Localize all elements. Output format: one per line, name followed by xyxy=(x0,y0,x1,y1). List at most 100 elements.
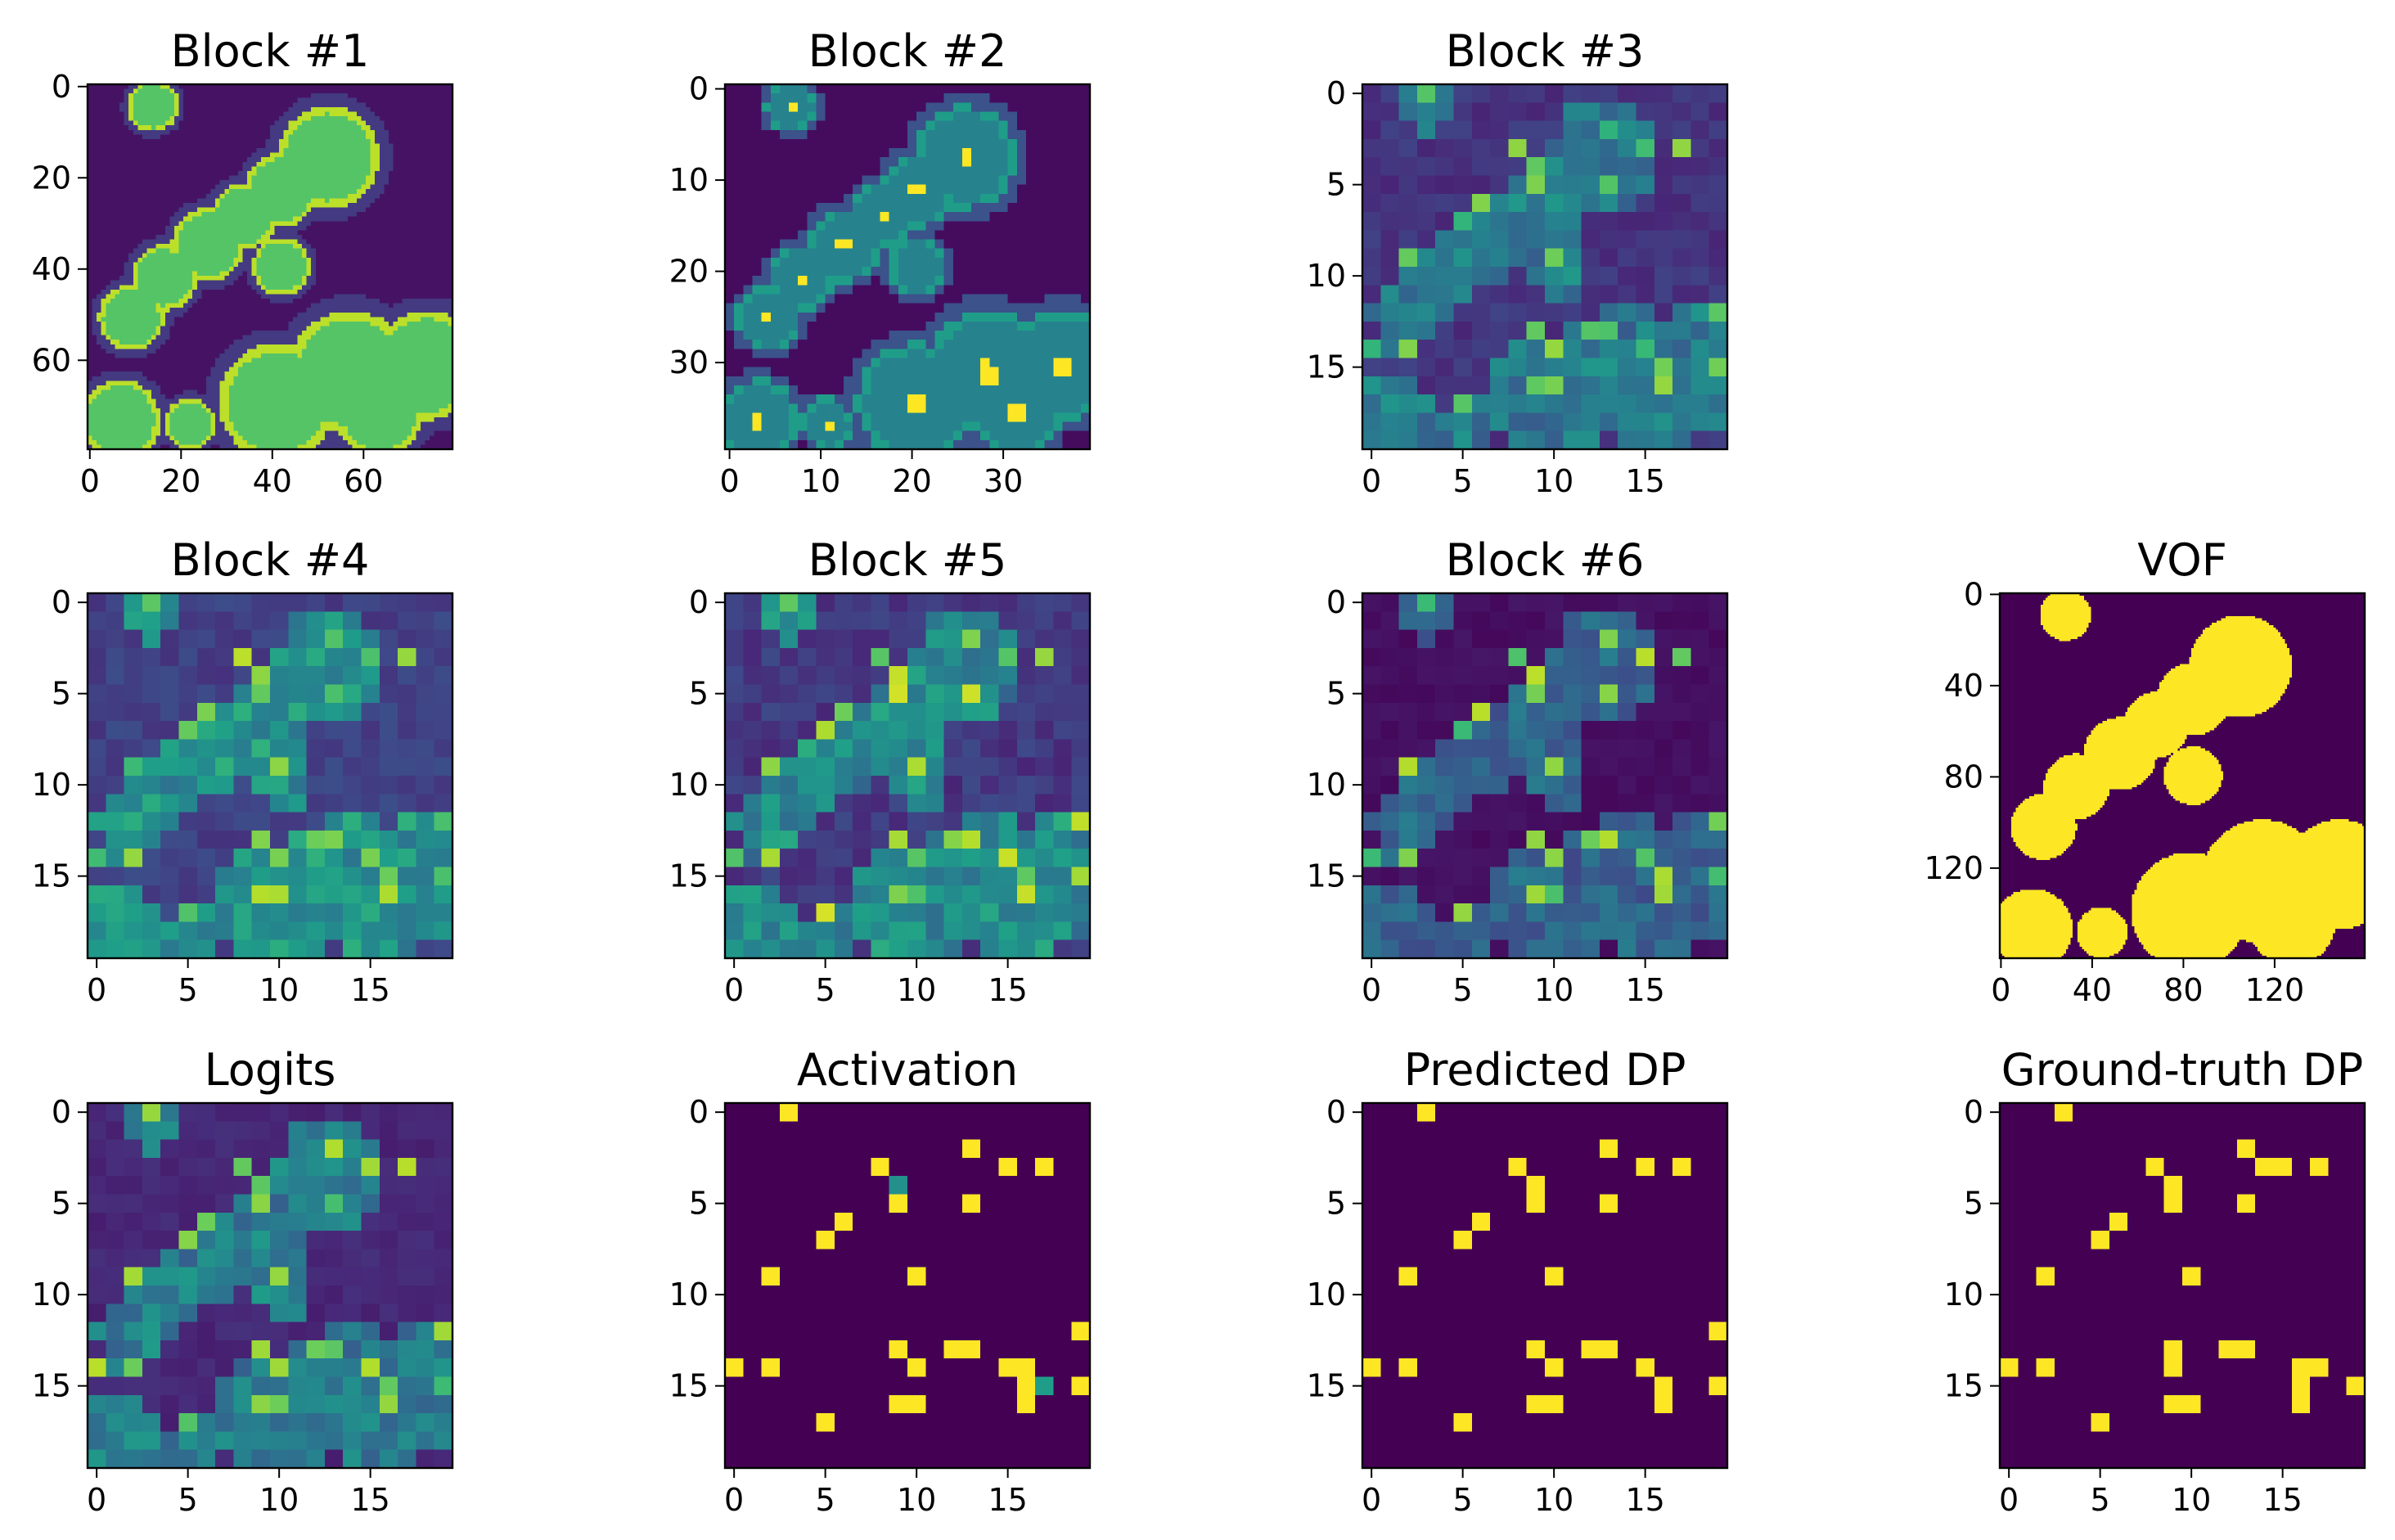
heatmap-cell xyxy=(133,166,138,172)
heatmap-cell xyxy=(425,225,430,231)
heatmap-cell xyxy=(347,353,353,359)
heatmap-cell xyxy=(379,170,385,177)
heatmap-cell xyxy=(407,262,412,268)
heatmap-cell xyxy=(92,170,97,177)
heatmap-cell xyxy=(370,358,376,363)
heatmap-cell xyxy=(302,161,308,167)
heatmap-cell xyxy=(97,216,102,222)
heatmap-cell xyxy=(434,102,439,108)
heatmap-cell xyxy=(110,202,116,209)
heatmap-cell xyxy=(283,189,289,195)
heatmap-cell xyxy=(88,134,93,140)
heatmap-cell xyxy=(260,358,267,363)
heatmap-cell xyxy=(88,97,93,103)
heatmap-cell xyxy=(146,244,152,250)
heatmap-cell xyxy=(110,184,116,190)
heatmap-cell xyxy=(288,271,294,277)
heatmap-cell xyxy=(407,340,412,345)
heatmap-cell xyxy=(384,317,389,322)
heatmap-cell xyxy=(215,308,221,313)
heatmap-cell xyxy=(233,239,239,245)
heatmap-cell xyxy=(297,289,303,295)
heatmap-cell xyxy=(228,116,234,122)
heatmap-cell xyxy=(274,280,280,286)
heatmap-cell xyxy=(192,189,198,195)
heatmap-cell xyxy=(366,353,371,359)
heatmap-cell xyxy=(329,353,335,359)
heatmap-cell xyxy=(133,335,138,340)
heatmap-cell xyxy=(320,143,326,149)
heatmap-cell xyxy=(242,157,248,163)
heatmap-cell xyxy=(110,148,116,154)
heatmap-cell xyxy=(97,202,102,209)
heatmap-cell xyxy=(356,253,362,259)
heatmap-cell xyxy=(88,111,93,117)
heatmap-cell xyxy=(146,257,152,263)
heatmap-cell xyxy=(155,244,161,250)
heatmap-cell xyxy=(124,349,129,354)
heatmap-cell xyxy=(215,88,221,94)
heatmap-cell xyxy=(311,299,317,304)
heatmap-cell xyxy=(430,294,435,299)
heatmap-cell xyxy=(142,207,148,213)
heatmap-cell xyxy=(329,170,335,177)
heatmap-cell xyxy=(88,358,93,363)
heatmap-cell xyxy=(151,143,157,149)
heatmap-cell xyxy=(352,157,358,163)
heatmap-cell xyxy=(265,198,271,204)
heatmap-cell xyxy=(160,175,166,181)
heatmap-cell xyxy=(329,120,335,126)
heatmap-cell xyxy=(370,335,376,340)
heatmap-cell xyxy=(183,358,189,363)
heatmap-cell xyxy=(324,271,331,277)
heatmap-cell xyxy=(169,280,175,286)
heatmap-cell xyxy=(366,257,371,263)
heatmap-cell xyxy=(270,230,276,236)
heatmap-cell xyxy=(219,267,225,272)
heatmap-cell xyxy=(320,326,326,331)
heatmap-cell xyxy=(247,253,253,259)
heatmap-cell xyxy=(306,289,312,295)
heatmap-cell xyxy=(146,166,152,172)
heatmap-cell xyxy=(210,299,216,304)
heatmap-cell xyxy=(448,257,453,263)
heatmap-cell xyxy=(430,161,435,167)
heatmap-cell xyxy=(133,234,138,241)
heatmap-cell xyxy=(219,353,225,359)
heatmap-cell xyxy=(274,349,280,354)
heatmap-cell xyxy=(379,93,385,99)
heatmap-cell xyxy=(115,349,120,354)
heatmap-cell xyxy=(228,299,234,304)
heatmap-cell xyxy=(379,97,385,103)
heatmap-cell xyxy=(306,84,312,90)
heatmap-cell xyxy=(384,120,389,126)
heatmap-cell xyxy=(205,262,212,268)
heatmap-cell xyxy=(443,344,449,349)
heatmap-cell xyxy=(306,312,312,317)
heatmap-cell xyxy=(192,225,198,231)
heatmap-cell xyxy=(370,88,376,94)
heatmap-cell xyxy=(215,212,221,218)
heatmap-cell xyxy=(411,353,416,359)
heatmap-cell xyxy=(155,120,161,126)
heatmap-cell xyxy=(439,143,444,149)
heatmap-cell xyxy=(356,152,362,158)
heatmap-cell xyxy=(398,184,403,190)
heatmap-cell xyxy=(187,276,193,281)
heatmap-cell xyxy=(256,102,262,108)
heatmap-cell xyxy=(361,276,367,281)
heatmap-cell xyxy=(315,303,321,308)
heatmap-cell xyxy=(210,326,216,331)
heatmap-cell xyxy=(124,271,129,277)
heatmap-cell xyxy=(101,248,106,254)
heatmap-cell xyxy=(292,97,299,103)
heatmap-cell xyxy=(260,285,267,290)
heatmap-cell xyxy=(88,84,93,90)
heatmap-cell xyxy=(137,289,143,295)
heatmap-cell xyxy=(411,257,416,263)
heatmap-cell xyxy=(247,216,253,222)
heatmap-cell xyxy=(187,189,193,195)
heatmap-cell xyxy=(178,353,184,359)
heatmap-cell xyxy=(398,106,403,113)
heatmap-cell xyxy=(270,143,276,149)
